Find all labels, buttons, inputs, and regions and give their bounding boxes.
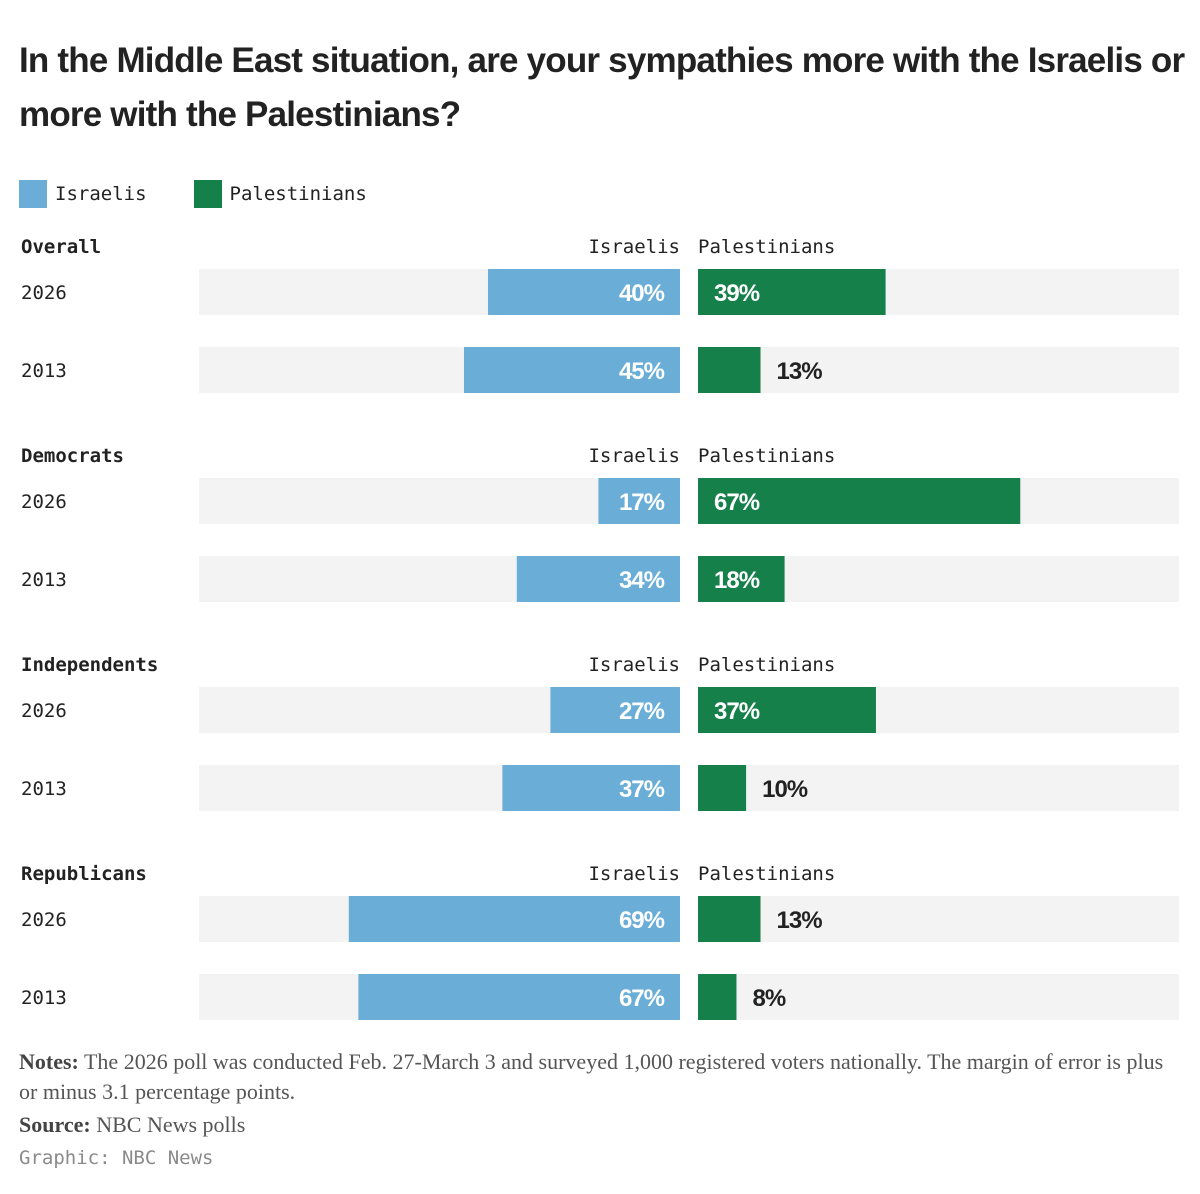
column-header-israelis: Israelis (588, 236, 680, 258)
notes-label: Notes: (19, 1049, 79, 1074)
bar-israelis-overall-2026 (487, 269, 680, 315)
value-label-israelis-overall-2026: 40% (619, 280, 665, 307)
bar-gap-independents-2013 (680, 765, 698, 811)
legend: Israelis Palestinians (19, 180, 414, 208)
chart-title: In the Middle East situation, are your s… (19, 41, 1185, 134)
value-label-israelis-independents-2026: 27% (619, 698, 665, 725)
bar-israelis-independents-2026 (550, 687, 680, 733)
column-header-palestinians: Palestinians (698, 445, 835, 467)
column-header-israelis: Israelis (588, 863, 680, 885)
year-label-republicans-2026: 2026 (21, 909, 67, 931)
bar-israelis-republicans-2026 (348, 896, 680, 942)
value-label-palestinians-independents-2013: 10% (762, 776, 808, 803)
year-label-democrats-2026: 2026 (21, 491, 67, 513)
column-header-israelis: Israelis (588, 654, 680, 676)
year-label-republicans-2013: 2013 (21, 987, 67, 1009)
group-label-republicans: Republicans (21, 863, 147, 885)
value-label-palestinians-democrats-2026: 67% (714, 489, 760, 516)
bar-gap-independents-2026 (680, 687, 698, 733)
bar-gap-democrats-2026 (680, 478, 698, 524)
column-header-israelis: Israelis (588, 445, 680, 467)
bar-palestinians-republicans-2013 (698, 974, 737, 1020)
source: Source: NBC News polls (19, 1110, 245, 1140)
value-label-israelis-independents-2013: 37% (619, 776, 665, 803)
legend-label-israelis: Israelis (55, 183, 147, 205)
year-label-overall-2026: 2026 (21, 282, 67, 304)
bar-palestinians-independents-2026 (698, 687, 876, 733)
value-label-israelis-republicans-2026: 69% (619, 907, 665, 934)
group-label-overall: Overall (21, 236, 101, 258)
bar-israelis-overall-2013 (463, 347, 680, 393)
bar-palestinians-overall-2026 (698, 269, 886, 315)
notes-text: The 2026 poll was conducted Feb. 27-Marc… (19, 1049, 1164, 1104)
value-label-palestinians-overall-2026: 39% (714, 280, 760, 307)
year-label-overall-2013: 2013 (21, 360, 67, 382)
bar-palestinians-independents-2013 (698, 765, 747, 811)
year-label-independents-2013: 2013 (21, 778, 67, 800)
source-label: Source: (19, 1112, 91, 1137)
value-label-palestinians-independents-2026: 37% (714, 698, 760, 725)
group-label-independents: Independents (21, 654, 158, 676)
column-header-palestinians: Palestinians (698, 236, 835, 258)
year-label-democrats-2013: 2013 (21, 569, 67, 591)
bar-israelis-democrats-2026 (598, 478, 680, 524)
group-label-democrats: Democrats (21, 445, 124, 467)
bar-gap-republicans-2026 (680, 896, 698, 942)
notes: Notes: The 2026 poll was conducted Feb. … (19, 1047, 1179, 1107)
legend-item-israelis: Israelis (19, 180, 147, 208)
bar-israelis-democrats-2013 (516, 556, 680, 602)
value-label-israelis-overall-2013: 45% (619, 358, 665, 385)
bar-israelis-independents-2013 (502, 765, 680, 811)
column-header-palestinians: Palestinians (698, 863, 835, 885)
bar-israelis-republicans-2013 (358, 974, 680, 1020)
value-label-israelis-democrats-2026: 17% (619, 489, 665, 516)
bar-gap-republicans-2013 (680, 974, 698, 1020)
legend-swatch-palestinians (193, 180, 222, 208)
legend-label-palestinians: Palestinians (229, 183, 367, 205)
value-label-israelis-democrats-2013: 34% (619, 567, 665, 594)
column-header-palestinians: Palestinians (698, 654, 835, 676)
source-text: NBC News polls (96, 1112, 246, 1137)
credit: Graphic: NBC News (19, 1147, 214, 1169)
bar-gap-overall-2013 (680, 347, 698, 393)
value-label-palestinians-republicans-2013: 8% (752, 985, 785, 1012)
legend-item-palestinians: Palestinians (193, 180, 367, 208)
legend-swatch-israelis (19, 180, 47, 208)
value-label-palestinians-democrats-2013: 18% (714, 567, 760, 594)
year-label-independents-2026: 2026 (21, 700, 67, 722)
bar-gap-overall-2026 (680, 269, 698, 315)
value-label-palestinians-overall-2013: 13% (777, 358, 823, 385)
value-label-palestinians-republicans-2026: 13% (777, 907, 823, 934)
bar-gap-democrats-2013 (680, 556, 698, 602)
bar-palestinians-democrats-2026 (698, 478, 1021, 524)
value-label-israelis-republicans-2013: 67% (619, 985, 665, 1012)
bar-palestinians-republicans-2026 (698, 896, 761, 942)
bar-palestinians-overall-2013 (698, 347, 761, 393)
bar-palestinians-democrats-2013 (698, 556, 785, 602)
